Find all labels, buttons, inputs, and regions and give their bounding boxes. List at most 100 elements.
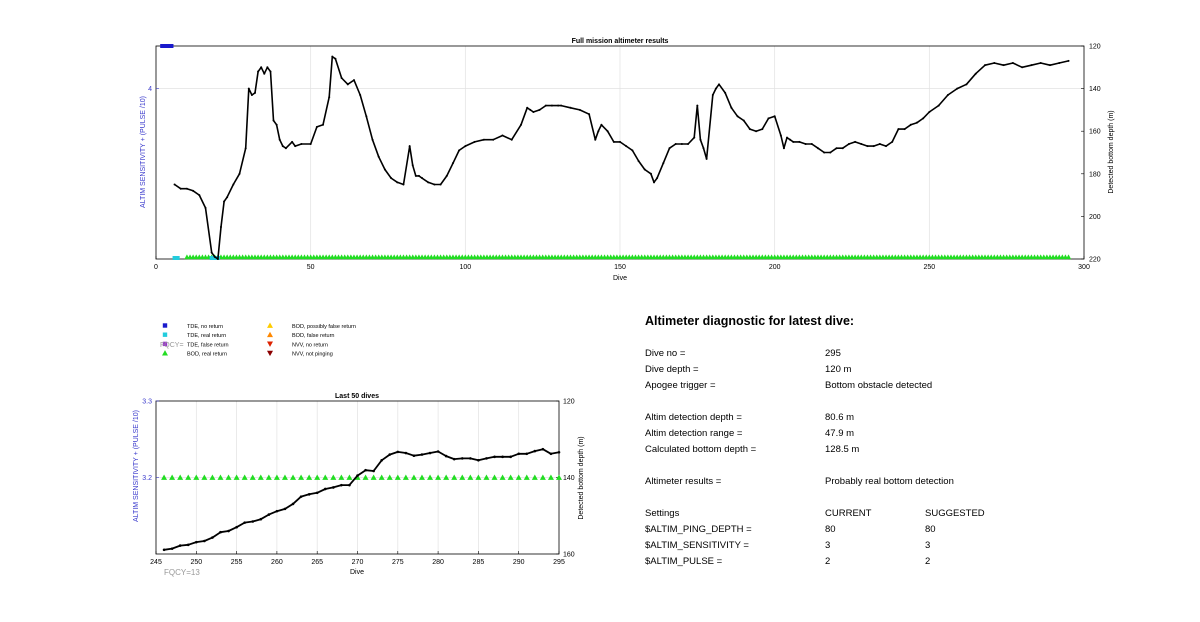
- x-tick-label: 260: [271, 559, 283, 566]
- last-50-xlabel: Dive: [350, 569, 364, 576]
- y-right-tick-label: 140: [563, 475, 575, 482]
- tde-marker: [175, 256, 180, 260]
- bottom-depth-point: [444, 454, 448, 458]
- bottom-depth-point: [594, 138, 597, 141]
- dive-no-value: 295: [825, 348, 841, 359]
- full-mission-xlabel: Dive: [613, 275, 627, 282]
- bottom-depth-point: [878, 142, 881, 145]
- x-tick-label: 250: [190, 559, 202, 566]
- detection-depth-label: Altim detection depth =: [645, 412, 742, 423]
- bod-real-marker: [515, 474, 522, 480]
- bod-real-marker: [459, 474, 466, 480]
- last-50-title: Last 50 dives: [335, 393, 379, 400]
- bod-real-marker: [281, 474, 288, 480]
- bottom-depth-point: [612, 140, 615, 143]
- bottom-depth-point: [492, 138, 495, 141]
- bod-real-marker: [427, 474, 434, 480]
- bottom-depth-point: [247, 87, 250, 90]
- bottom-depth-point: [674, 142, 677, 145]
- bottom-depth-point: [557, 450, 561, 454]
- bod-real-marker: [523, 474, 530, 480]
- y-right-tick-label: 140: [1089, 86, 1101, 93]
- bottom-depth-point: [569, 106, 572, 109]
- legend-marker: [267, 350, 273, 357]
- legend-item-label: NVV, no return: [292, 342, 328, 348]
- bottom-depth-point: [211, 536, 214, 539]
- y-left-tick-label: 3.3: [142, 399, 152, 406]
- bod-real-marker: [346, 474, 353, 480]
- bottom-depth-point: [352, 79, 355, 82]
- bottom-depth-point: [436, 450, 440, 453]
- bottom-depth-point: [1002, 64, 1005, 67]
- bod-real-marker: [330, 474, 337, 480]
- x-tick-label: 50: [307, 264, 315, 271]
- setting-name: $ALTIM_PING_DEPTH =: [645, 524, 752, 535]
- bod-real-marker: [314, 474, 321, 480]
- bod-real-marker: [257, 474, 264, 480]
- bottom-depth-point: [173, 183, 176, 186]
- bottom-depth-point: [439, 183, 442, 186]
- bottom-depth-point: [275, 509, 279, 513]
- tde-marker: [160, 44, 165, 48]
- bottom-depth-point: [315, 125, 318, 128]
- bottom-depth-point: [227, 529, 230, 533]
- bottom-depth-point: [283, 507, 287, 511]
- bod-real-marker: [539, 474, 546, 480]
- bottom-depth-point: [829, 151, 832, 154]
- bottom-depth-point: [835, 147, 838, 150]
- bottom-depth-point: [742, 119, 745, 122]
- bottom-depth-point: [730, 106, 733, 109]
- bottom-depth-point: [402, 183, 405, 186]
- bottom-depth-point: [903, 128, 906, 131]
- bottom-depth-point: [238, 172, 241, 175]
- bottom-depth-point: [469, 457, 472, 460]
- x-tick-label: 300: [1078, 264, 1090, 271]
- x-tick-label: 280: [432, 559, 444, 566]
- last-50-dives-chart: Last 50 dives 245 250 255 260 265 270 275 280 28…: [133, 393, 585, 577]
- bottom-depth-point: [885, 145, 888, 148]
- bottom-depth-point: [687, 142, 690, 145]
- legend-marker: [162, 350, 168, 356]
- bottom-depth-point: [340, 483, 343, 487]
- bod-real-marker: [491, 474, 498, 480]
- setting-current: 80: [825, 524, 836, 535]
- bottom-depth-point: [792, 140, 795, 143]
- bottom-depth-point: [557, 104, 560, 107]
- bottom-depth-point: [1067, 59, 1070, 62]
- bod-real-marker: [386, 474, 393, 480]
- x-tick-label: 295: [553, 559, 565, 566]
- bottom-depth-point: [323, 487, 327, 491]
- bottom-depth-point: [847, 142, 850, 145]
- bottom-depth-point: [396, 450, 400, 454]
- bottom-depth-point: [267, 513, 271, 516]
- bod-real-marker: [483, 474, 490, 480]
- bottom-depth-point: [404, 451, 408, 455]
- calculated-depth-value: 128.5 m: [825, 444, 860, 455]
- calculated-depth-label: Calculated bottom depth =: [645, 444, 757, 455]
- bottom-depth-point: [1021, 66, 1024, 69]
- bottom-depth-point: [509, 455, 512, 459]
- bottom-depth-point: [195, 540, 198, 544]
- bottom-depth-point: [226, 196, 229, 199]
- x-tick-label: 275: [392, 559, 404, 566]
- legend-item-label: TDE, real return: [187, 333, 226, 339]
- x-tick-label: 200: [769, 264, 781, 271]
- bottom-depth-point: [909, 123, 912, 126]
- bottom-depth-point: [213, 255, 216, 258]
- last-50-fqcy-annotation: FQCY=13: [164, 568, 200, 577]
- bod-real-marker: [322, 474, 329, 480]
- bottom-depth-point: [380, 458, 383, 462]
- y-right-tick-label: 120: [563, 399, 575, 406]
- bottom-depth-point: [668, 147, 671, 150]
- legend-marker: [267, 331, 273, 338]
- bottom-depth-point: [332, 486, 335, 489]
- bottom-depth-point: [748, 128, 751, 131]
- bottom-depth-point: [922, 117, 925, 120]
- bottom-depth-point: [600, 123, 603, 126]
- bottom-depth-point: [244, 147, 247, 150]
- bottom-depth-point: [724, 91, 727, 94]
- bottom-depth-point: [993, 62, 996, 65]
- bottom-depth-point: [346, 83, 349, 86]
- tde-marker: [169, 44, 174, 48]
- bottom-depth-point: [464, 145, 467, 148]
